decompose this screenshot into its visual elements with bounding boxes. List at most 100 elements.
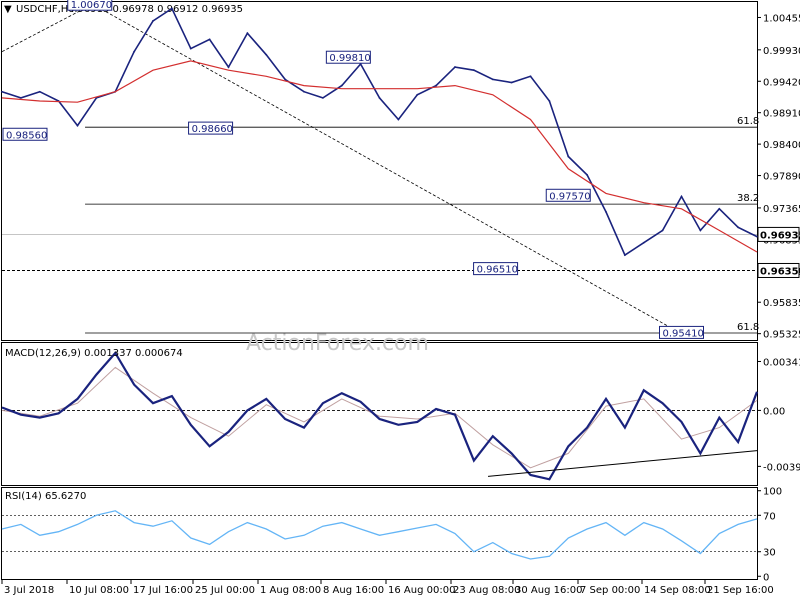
fib-label-2: 61.8 [737,322,759,333]
annotation-box-4 [545,188,591,202]
price-point-40 [756,235,758,238]
price-tick-label-6: 0.97365 [763,204,800,215]
price-point-21 [397,118,400,121]
price-point-33 [623,254,626,256]
price-point-9 [170,7,173,10]
rsi-tick-label-1: 70 [763,511,776,522]
price-point-14 [265,53,268,56]
current-price-tag [757,226,800,242]
current-price-label: 0.96935 [760,230,800,241]
x-tick-label-9: 7 Sep 00:00 [580,585,640,596]
chart-ohlc-values: 0.96915 0.96978 0.96912 0.96935 [68,4,243,15]
rsi-layer: 100 70 30 0 [1,487,782,583]
price-point-38 [718,207,721,210]
x-tick-label-2: 17 Jul 16:00 [133,585,193,596]
price-tick-label-0: 1.00455 [763,13,800,24]
rsi-tick-label-2: 30 [763,548,776,559]
price-panel-frame [1,1,758,341]
rsi-line [1,510,758,560]
price-point-10 [189,47,192,50]
macd-layer: 0.003412 0.00 -0.0039 [1,351,800,481]
price-point-29 [548,100,551,102]
price-point-39 [737,226,740,229]
rsi-label: RSI(14) 65.6270 [5,491,86,502]
rsi-tick-label-3: 0 [763,572,769,583]
macd-tick-label-1: 0.00 [763,406,785,417]
x-axis: 3 Jul 2018 10 Jul 08:00 17 Jul 16:00 25 Jul… [1,580,774,596]
price-point-22 [416,93,419,96]
rsi-panel-frame [1,487,758,580]
price-point-25 [472,69,475,72]
price-point-36 [680,195,683,198]
x-tick-label-0: 3 Jul 2018 [4,585,54,596]
price-point-8 [152,19,154,22]
price-point-37 [699,229,702,232]
rsi-tick-label-0: 100 [763,487,782,498]
x-tick-label-6: 16 Aug 00:00 [388,585,455,596]
price-point-20 [378,97,381,99]
annotation-box-5 [473,262,519,276]
watermark: ActionForex.com [246,331,429,356]
price-point-27 [510,81,513,84]
down-trendline [92,3,673,329]
chart-title-arrow: ▼ [4,4,12,15]
price-tick-label-9: 0.95835 [763,298,800,309]
price-point-17 [321,97,324,99]
ma-line [1,60,758,253]
price-point-7 [133,50,136,53]
annotation-box-1 [2,127,48,141]
price-grid: 61.8 38.2 61.8 [2,116,759,334]
support-price-tag [757,262,800,278]
x-tick-label-1: 10 Jul 08:00 [69,585,129,596]
annotation-label-5: 0.96510 [477,265,518,276]
annotation-box-6 [659,325,704,339]
annotation-label-0: 1.00670 [71,0,112,11]
price-point-18 [340,84,343,87]
price-point-30 [567,155,570,158]
annotation-box-3 [325,50,371,64]
price-annotations: 1.00670 0.98560 0.98660 0.99810 0.97570 0.965… [2,0,704,339]
price-tick-label-10: 0.95325 [763,330,800,341]
price-point-13 [246,32,249,35]
price-point-2 [38,90,41,93]
price-point-32 [605,211,607,213]
price-point-26 [491,78,494,81]
macd-tick-label-2: -0.0039 [763,462,800,473]
annotation-label-6: 0.95410 [663,328,704,339]
price-point-23 [435,84,438,87]
macd-tick-label-0: 0.003412 [763,357,800,368]
x-tick-label-4: 1 Aug 08:00 [260,585,321,596]
fib-label-1: 38.2 [737,193,759,204]
price-point-34 [642,241,645,244]
price-point-15 [284,78,287,81]
x-tick-label-5: 8 Aug 16:00 [323,585,384,596]
macd-line [1,351,759,481]
macd-panel-frame [1,342,758,486]
x-tick-label-10: 14 Sep 08:00 [644,585,711,596]
price-point-16 [303,90,305,93]
price-point-11 [208,38,211,41]
annotation-label-3: 0.99810 [329,53,370,64]
macd-trendline [487,450,758,477]
price-point-31 [586,174,589,176]
price-point-4 [76,124,79,127]
price-point-35 [661,229,664,232]
price-point-12 [227,66,230,68]
annotation-label-1: 0.98560 [6,130,47,141]
x-tick-label-8: 30 Aug 16:00 [515,585,582,596]
price-point-28 [529,75,532,78]
x-tick-label-3: 25 Jul 00:00 [195,585,255,596]
fib-label-0: 61.8 [737,116,759,127]
x-tick-label-11: 21 Sep 16:00 [707,585,774,596]
price-point-24 [454,66,456,68]
price-lines [1,3,758,329]
price-point-0 [1,90,3,93]
